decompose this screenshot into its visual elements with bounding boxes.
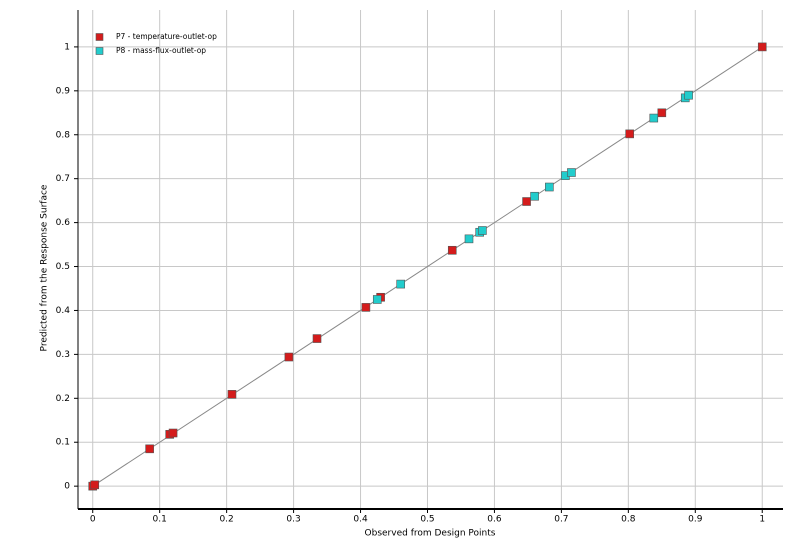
point bbox=[447, 245, 457, 255]
point bbox=[657, 108, 667, 118]
x-tick-label: 0.7 bbox=[554, 515, 568, 525]
y-tick-label: 0.9 bbox=[56, 86, 71, 96]
point bbox=[757, 42, 767, 52]
point bbox=[227, 390, 237, 399]
x-tick-label: 0 bbox=[90, 515, 96, 525]
point bbox=[168, 428, 178, 438]
point bbox=[530, 191, 539, 201]
point bbox=[284, 352, 294, 362]
y-tick-label: 0.2 bbox=[56, 394, 70, 404]
legend-label: P8 - mass-flux-outlet-op bbox=[116, 46, 206, 55]
y-tick-label: 0.4 bbox=[56, 306, 71, 316]
y-tick-label: 1 bbox=[64, 42, 70, 52]
point bbox=[478, 226, 487, 235]
y-tick-label: 0 bbox=[64, 482, 70, 492]
legend-swatch bbox=[95, 47, 104, 55]
y-tick-label: 0.7 bbox=[56, 174, 70, 184]
point bbox=[145, 444, 154, 454]
x-tick-label: 0.3 bbox=[286, 515, 300, 525]
x-tick-label: 0.4 bbox=[353, 515, 368, 525]
y-tick-label: 0.6 bbox=[56, 218, 71, 228]
y-tick-label: 0.5 bbox=[56, 262, 70, 272]
y-tick-label: 0.8 bbox=[56, 130, 71, 140]
point bbox=[684, 90, 693, 100]
point bbox=[361, 303, 371, 312]
point bbox=[372, 295, 382, 304]
x-tick-label: 0.6 bbox=[487, 515, 502, 525]
y-tick-label: 0.3 bbox=[56, 350, 70, 360]
legend-label: P7 - temperature-outlet-op bbox=[116, 32, 217, 41]
x-tick-label: 0.9 bbox=[688, 515, 703, 525]
y-axis-label: Predicted from the Response Surface bbox=[40, 184, 50, 351]
point bbox=[464, 234, 474, 244]
point bbox=[649, 113, 659, 123]
point bbox=[90, 480, 100, 490]
point bbox=[522, 197, 531, 206]
point bbox=[312, 334, 322, 343]
legend-swatch bbox=[95, 33, 104, 41]
x-tick-label: 0.8 bbox=[621, 515, 636, 525]
x-tick-label: 0.5 bbox=[420, 515, 434, 525]
x-tick-label: 0.2 bbox=[219, 515, 233, 525]
y-tick-label: 0.1 bbox=[56, 438, 70, 448]
point bbox=[625, 129, 634, 139]
x-tick-label: 1 bbox=[759, 515, 765, 525]
point bbox=[567, 168, 576, 177]
x-axis-label: Observed from Design Points bbox=[365, 529, 496, 539]
point bbox=[396, 279, 406, 289]
x-tick-label: 0.1 bbox=[153, 515, 167, 525]
point bbox=[545, 182, 554, 192]
